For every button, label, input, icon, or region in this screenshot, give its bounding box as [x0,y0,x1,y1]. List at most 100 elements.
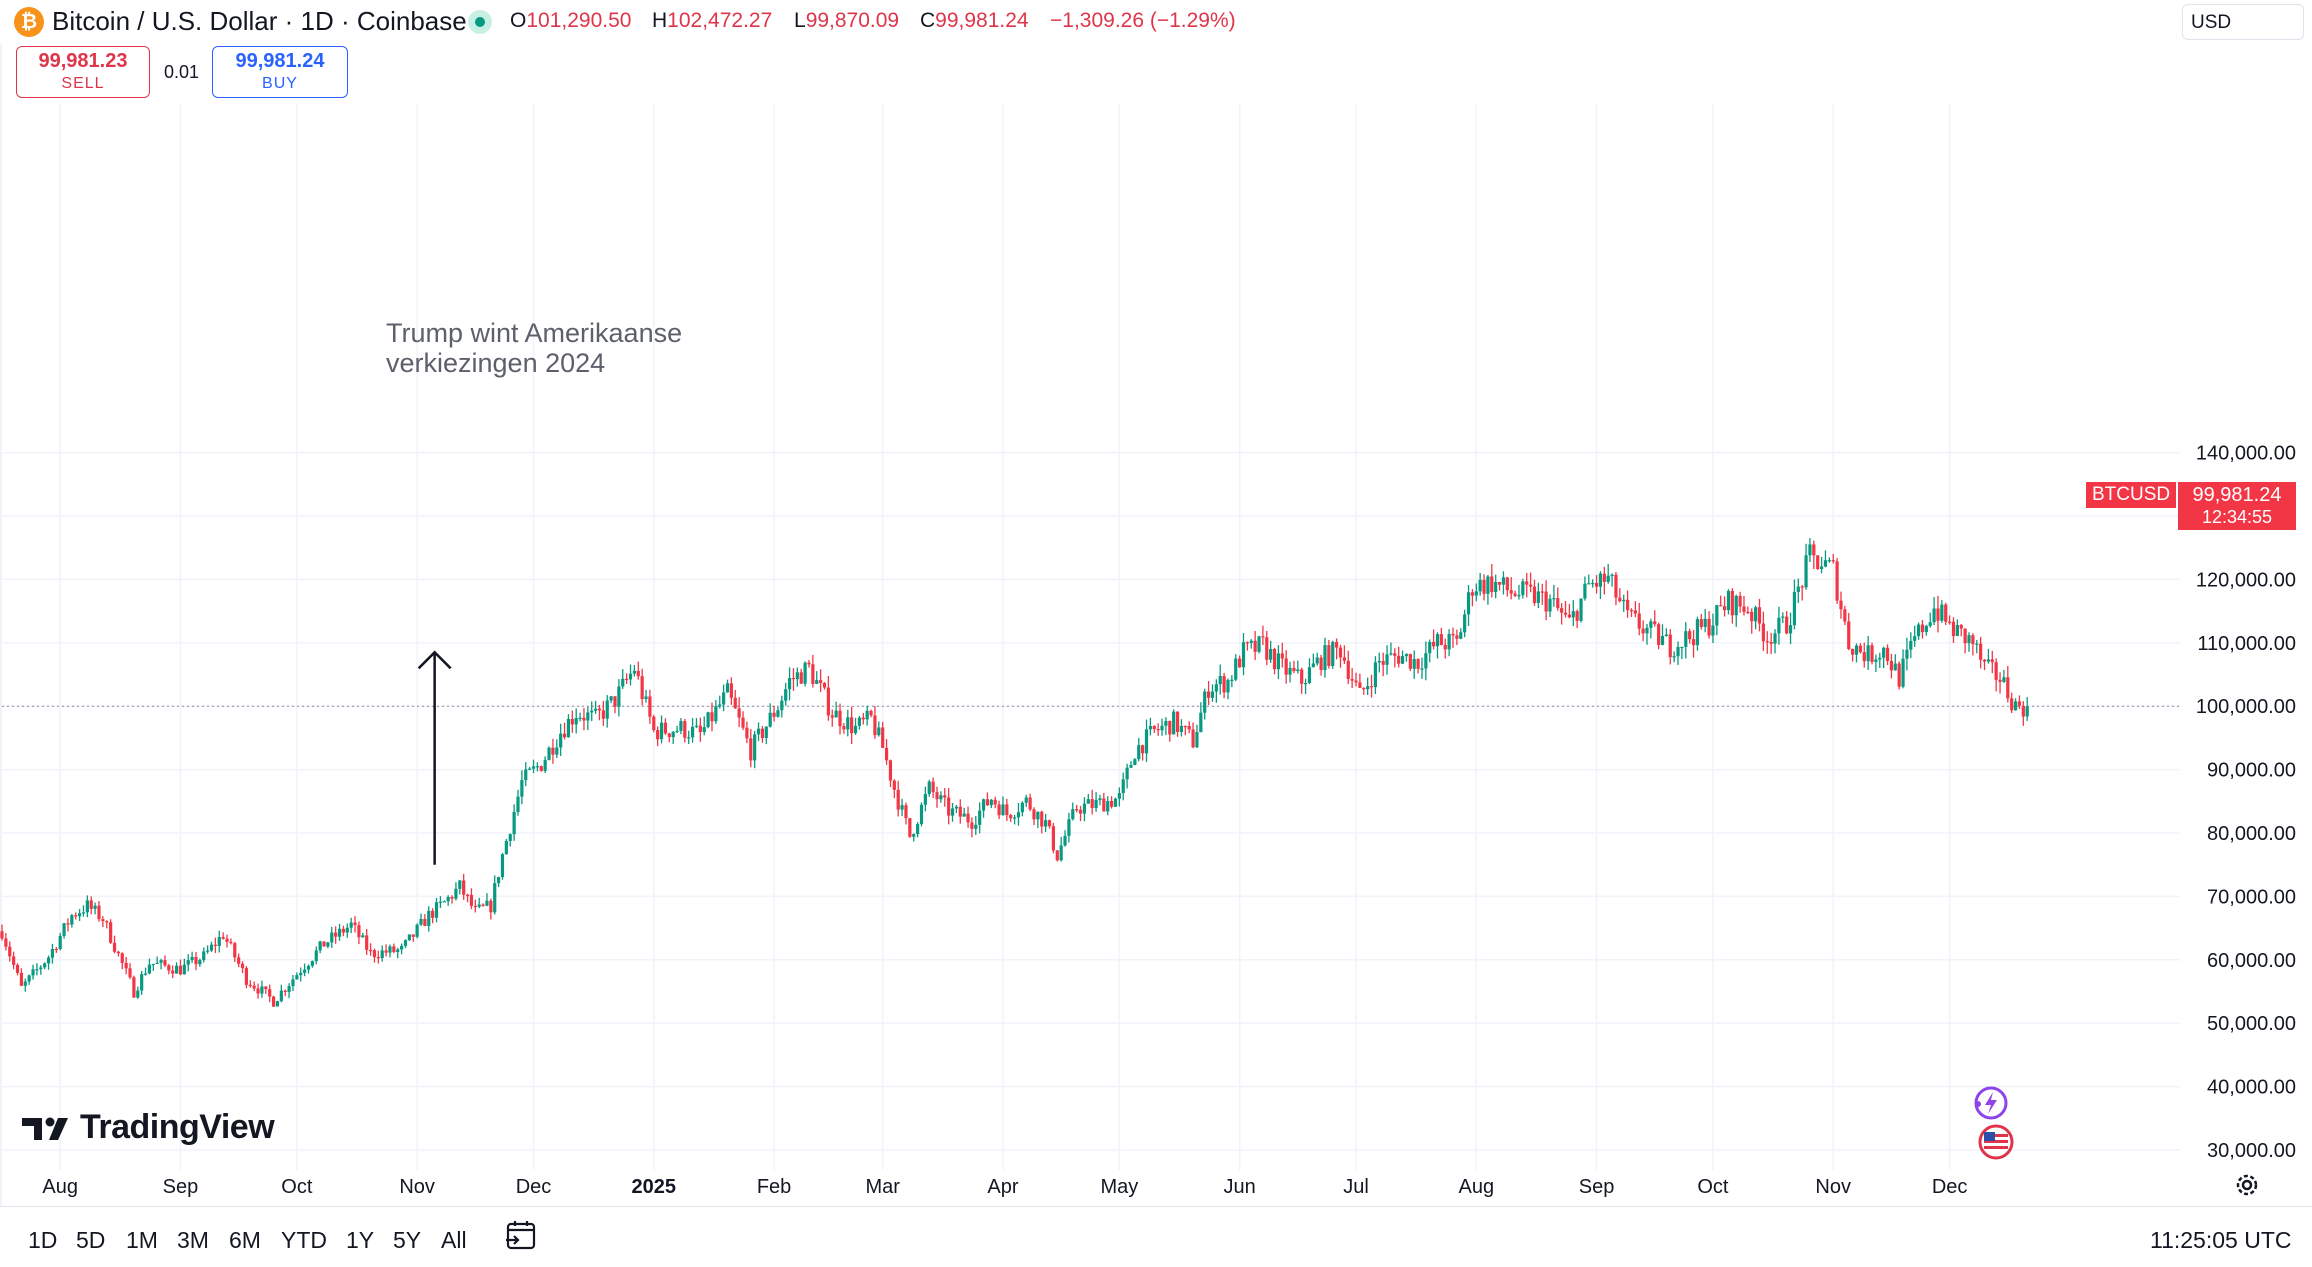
candle-body [985,799,990,806]
calendar-goto-icon[interactable] [504,1218,538,1252]
candle-body [1816,555,1820,570]
candle-body [1230,679,1234,681]
candle-body [1408,654,1412,669]
candle-body [1280,653,1284,659]
candle-body [341,928,346,933]
ohlc-high-key: H [652,9,668,32]
annotation-text[interactable]: Trump wint Amerikaanse verkiezingen 2024 [386,318,682,378]
candle-body [392,946,396,952]
candle-body [1490,576,1494,592]
candle-body [1385,654,1389,665]
range-5d-button[interactable]: 5D [76,1227,106,1253]
range-1m-button[interactable]: 1M [126,1227,158,1253]
candle-body [745,727,749,739]
candle-body [1870,645,1874,662]
candle-body [1389,653,1393,655]
ohlc-low-key: L [794,9,806,32]
candle-body [912,834,916,837]
candle-body [151,963,155,966]
flash-icon[interactable] [1972,1084,2010,1122]
annotation-layer [417,650,452,865]
candle-body [1342,657,1346,661]
candle-body [1858,645,1862,653]
buy-label: BUY [262,75,298,92]
ohlc-close-key: C [920,9,936,32]
sell-button[interactable]: 99,981.23 SELL [16,46,150,98]
candle-body [981,799,986,811]
range-5y-button[interactable]: 5Y [393,1227,422,1253]
range-ytd-button[interactable]: YTD [281,1227,327,1253]
candle-body [283,990,287,992]
candle-body [605,700,609,719]
candle-body [1641,628,1645,634]
candle-body [551,747,555,755]
candle-body [1610,574,1614,576]
bitcoin-icon[interactable]: ₿ [14,7,44,37]
symbol-title[interactable]: Bitcoin / U.S. Dollar · 1D · Coinbase [52,6,467,36]
currency-select[interactable]: USD [2182,4,2304,40]
price-change: −1,309.26 (−1.29%) [1050,9,1236,32]
candle-body [388,946,392,953]
candle-body [1788,625,1793,634]
candle-body [811,664,815,684]
clock-utc[interactable]: 11:25:05 UTC [2150,1227,2292,1253]
tradingview-logo-icon[interactable] [22,1110,74,1154]
candle-body [1734,595,1738,616]
price-axis[interactable]: 30,000.00 40,000.00 50,000.00 60,000.00 70,0… [2196,443,2296,1162]
tradingview-logo-text[interactable]: TradingView [80,1108,275,1146]
candle-body [411,934,415,937]
candle-body [950,808,955,816]
candle-body [555,747,559,755]
candle-body [1944,604,1948,622]
candle-body [15,964,20,973]
candle-body [27,975,31,982]
candle-body [295,975,299,980]
candle-body [1435,634,1440,647]
range-3m-button[interactable]: 3M [177,1227,209,1253]
range-6m-button[interactable]: 6M [229,1227,261,1253]
candle-body [846,717,850,730]
market-open-icon[interactable] [468,10,492,34]
candle-body [1750,611,1754,622]
candle-body [97,905,101,920]
candle-body [163,960,167,966]
candle-body [896,789,900,810]
candle-body [1016,812,1021,818]
us-flag-icon[interactable] [1978,1124,2014,1160]
candle-body [361,935,365,938]
candle-body [768,712,772,727]
candle-body [279,990,283,1002]
candle-body [652,716,656,731]
range-1d-button[interactable]: 1D [28,1227,58,1253]
candle-body [1967,635,1971,644]
ohlc-open: O101,290.50 [510,9,631,33]
candle-body [512,812,516,835]
candle-body [714,706,718,722]
candle-body [1579,598,1583,621]
price-tick-label: 90,000.00 [2207,760,2296,782]
candle-body [772,712,776,717]
candle-body [1152,725,1156,730]
price-chart[interactable]: 30,000.00 40,000.00 50,000.00 60,000.00 70,0… [0,0,2312,1206]
range-all-button[interactable]: All [441,1227,467,1253]
candle-body [353,922,357,926]
candle-body [458,880,462,889]
time-tick-label: Oct [1697,1176,1729,1198]
candle-body [764,726,768,738]
candle-body [132,977,136,998]
bottom-toolbar: 1D 5D 1M 3M 6M YTD 1Y 5Y All 11:25:05 UT… [0,1206,2312,1267]
candle-body [31,969,35,976]
candle-body [489,900,493,913]
candle-body [966,813,970,823]
candle-body [1494,581,1498,592]
price-tick-label: 40,000.00 [2207,1077,2296,1099]
time-axis[interactable]: Aug Sep Oct Nov Dec 2025 Feb Mar Apr May Jun Jul Aug… [42,1176,1967,1198]
settings-gear-icon[interactable] [2232,1170,2262,1200]
candle-body [1241,642,1246,668]
range-1y-button[interactable]: 1Y [346,1227,375,1253]
time-tick-label: Sep [1579,1176,1615,1198]
buy-button[interactable]: 99,981.24 BUY [212,46,348,98]
candle-body [1164,720,1168,726]
candle-body [465,894,470,896]
candle-body [1172,711,1176,735]
